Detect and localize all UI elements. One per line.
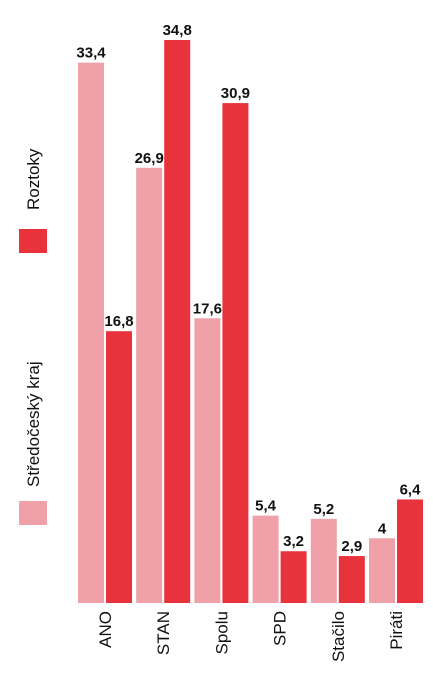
data-label-pirati-stredocesky-kraj: 4: [378, 520, 387, 537]
bars: [78, 40, 423, 604]
bar-pirati-roztoky: [397, 499, 423, 603]
data-label-spd-roztoky: 3,2: [283, 533, 304, 550]
data-label-spd-stredocesky-kraj: 5,4: [255, 498, 277, 515]
bar-stan-roztoky: [164, 40, 191, 603]
bar-spd-roztoky: [280, 551, 307, 603]
legend-swatch-stredocesky-kraj: [19, 501, 47, 525]
x-axis-tick-labels: ANO STAN Spolu SPD Stačilo Piráti: [96, 611, 406, 662]
data-label-ano-roztoky: 16,8: [104, 313, 133, 330]
bar-stacilo-stredocesky-kraj: [310, 518, 337, 603]
legend-swatch-roztoky: [19, 229, 47, 253]
x-tick-ano: ANO: [96, 611, 115, 648]
data-label-stacilo-roztoky: 2,9: [341, 538, 362, 555]
bar-pirati-stredocesky-kraj: [369, 538, 395, 603]
bar-stacilo-roztoky: [338, 556, 365, 603]
data-label-stan-stredocesky-kraj: 26,9: [135, 150, 164, 167]
bar-ano-stredocesky-kraj: [78, 62, 104, 604]
x-tick-spolu: Spolu: [212, 611, 231, 654]
legend-label-stredocesky-kraj: Středočeský kraj: [24, 361, 43, 487]
x-tick-pirati: Piráti: [387, 611, 406, 650]
x-tick-stan: STAN: [154, 611, 173, 655]
legend-label-roztoky: Roztoky: [24, 148, 43, 210]
bar-spolu-roztoky: [222, 103, 249, 604]
legend: Středočeský kraj Roztoky: [19, 148, 47, 525]
data-label-stacilo-stredocesky-kraj: 5,2: [313, 501, 334, 518]
data-label-ano-stredocesky-kraj: 33,4: [76, 45, 106, 62]
data-label-pirati-roztoky: 6,4: [400, 481, 422, 498]
data-label-spolu-roztoky: 30,9: [221, 85, 250, 102]
x-tick-spd: SPD: [271, 611, 290, 646]
bar-spolu-stredocesky-kraj: [194, 318, 221, 603]
bar-ano-roztoky: [106, 331, 132, 603]
bar-stan-stredocesky-kraj: [136, 167, 163, 603]
data-label-spolu-stredocesky-kraj: 17,6: [193, 300, 222, 317]
bar-spd-stredocesky-kraj: [252, 515, 279, 603]
x-tick-stacilo: Stačilo: [329, 611, 348, 662]
data-labels: 33,4 16,8 26,9 34,8 17,6 30,9 5,4 3,2 5,2 2,9 4 6,4: [76, 22, 421, 555]
data-label-stan-roztoky: 34,8: [163, 22, 192, 39]
